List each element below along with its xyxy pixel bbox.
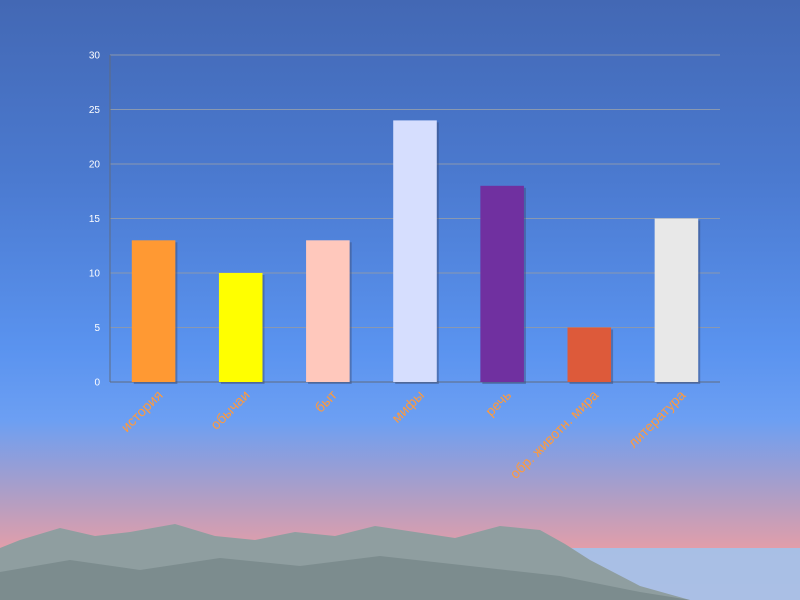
y-tick-label: 30 (89, 51, 101, 62)
bar (393, 120, 437, 383)
category-label: быт (311, 386, 340, 415)
category-label: обр. животн. мира (506, 387, 601, 482)
y-tick-label: 15 (89, 214, 101, 225)
bar (131, 240, 176, 382)
mountain-shadow (0, 556, 690, 600)
category-label: литература (625, 387, 689, 451)
y-tick-label: 20 (89, 160, 101, 171)
bar (567, 327, 612, 382)
y-tick-label: 0 (94, 378, 100, 389)
category-label: история (118, 387, 166, 435)
category-label: речь (482, 387, 514, 419)
category-label: мифы (388, 387, 427, 426)
bar (654, 218, 699, 382)
y-tick-label: 25 (89, 105, 101, 116)
bar (306, 240, 350, 382)
bar (218, 273, 263, 382)
sea (560, 548, 800, 600)
y-tick-label: 10 (89, 269, 101, 280)
y-tick-label: 5 (94, 323, 100, 334)
category-label: обычаи (207, 387, 253, 433)
bar (480, 185, 524, 382)
